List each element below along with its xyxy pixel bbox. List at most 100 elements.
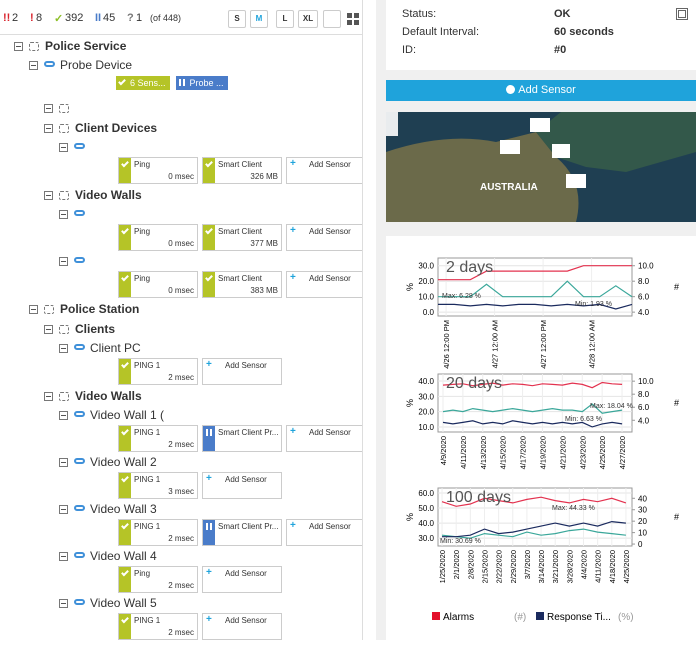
tree-label[interactable]: Police Service [45,39,127,53]
status-icon[interactable]: ? [127,12,134,24]
y2-axis-label: # [674,512,679,522]
expander[interactable] [29,60,38,70]
x-tick-label: 1/25/2020 [438,550,447,583]
sensor[interactable]: PING 1 2 msec [118,519,198,546]
sensor[interactable]: Add Sensor [202,358,282,385]
settings-button[interactable] [323,10,341,28]
sensor-tag[interactable]: 6 Sens... [116,76,170,90]
status-strip [119,567,131,592]
expander[interactable] [44,325,53,334]
size-button[interactable]: S [228,10,246,28]
sensor[interactable]: Smart Client 383 MB [202,271,282,298]
x-tick-label: 3/28/2020 [565,550,574,583]
status-count[interactable]: 1 [136,12,143,24]
sensor[interactable]: Smart Client Pr... [202,519,282,546]
tree-label[interactable]: Video Walls [75,188,142,202]
sensor-value: 2 msec [168,373,194,382]
series-line [441,528,626,539]
sensor[interactable]: Smart Client 326 MB [202,157,282,184]
expander[interactable] [59,256,68,266]
sensor-name: Add Sensor [225,475,267,484]
expander[interactable] [44,191,53,200]
qr-icon[interactable] [676,8,688,20]
expander[interactable] [59,457,68,467]
sensor[interactable]: Ping 0 msec [118,224,198,251]
sensor[interactable]: Ping 0 msec [118,271,198,298]
status-strip [203,520,215,545]
group-icon [59,124,69,133]
expander[interactable] [59,598,68,608]
size-button[interactable]: M [250,10,268,28]
x-tick-label: 4/19/2020 [538,436,547,469]
tree-label[interactable]: Video Walls [75,389,142,403]
tree-label[interactable]: Client Devices [75,121,158,135]
expander[interactable] [59,209,68,219]
sensor[interactable]: Smart Client 377 MB [202,224,282,251]
add-sensor-button[interactable]: Add Sensor [386,80,696,101]
expander[interactable] [59,551,68,561]
sensor[interactable]: Add Sensor [202,566,282,593]
sensor[interactable]: Ping 2 msec [118,566,198,593]
sensor[interactable]: Add Sensor [286,425,362,452]
expander[interactable] [59,410,68,420]
expander[interactable] [44,124,53,133]
status-count[interactable]: 2 [12,12,19,24]
sensor-name: Add Sensor [225,616,267,625]
sensor[interactable]: Ping 0 msec [118,157,198,184]
tree-label[interactable]: Probe Device [60,57,133,72]
tree-label[interactable]: Video Wall 4 [90,548,157,563]
sensor[interactable]: PING 1 2 msec [118,425,198,452]
x-tick-label: 4/11/2020 [459,436,468,469]
map[interactable]: AUSTRALIA [386,112,696,222]
status-icon[interactable]: !! [3,12,11,24]
x-tick-label: 4/26 12:00 PM [442,320,451,369]
status-panel: Status: OK Default Interval: 60 seconds ID: #… [386,0,696,70]
series-line [442,520,626,538]
sensor[interactable]: Add Sensor [286,271,362,298]
sensor[interactable]: Add Sensor [286,519,362,546]
plot-area [437,373,633,433]
sensor[interactable]: Add Sensor [202,472,282,499]
tree-label[interactable]: Police Station [60,302,140,316]
layout-button[interactable] [345,10,361,28]
sensor-value: 383 MB [250,286,278,295]
sensor[interactable]: Smart Client Pr... [202,425,282,452]
expander[interactable] [59,142,68,152]
tree-label[interactable]: Video Wall 2 [90,454,157,469]
tree-label[interactable]: Video Wall 5 [90,595,157,610]
status-icon[interactable]: ✓ [54,13,64,25]
sensor[interactable]: Add Sensor [286,157,362,184]
status-count[interactable]: 8 [36,12,43,24]
status-count[interactable]: 392 [65,12,84,24]
size-button[interactable]: L [276,10,294,28]
status-icon[interactable]: II [95,12,102,24]
status-count[interactable]: 45 [103,12,116,24]
tree-label[interactable]: Client PC [90,340,141,355]
tree-label[interactable]: Clients [75,322,116,336]
expander[interactable] [44,104,53,113]
sensor-value: 0 msec [168,286,194,295]
status-icon[interactable]: ! [30,12,34,24]
sensor[interactable]: PING 1 2 msec [118,613,198,640]
sensor[interactable]: PING 1 2 msec [118,358,198,385]
expander[interactable] [14,42,23,51]
size-button[interactable]: XL [298,10,318,28]
sensor[interactable]: PING 1 3 msec [118,472,198,499]
y-tick-label: 60.0 [418,489,434,498]
annotation: Max: 6.28 % [442,293,481,300]
sensor-tag[interactable]: Probe ... [175,76,228,90]
status-icon [205,273,213,282]
status-icon [121,615,129,624]
sensor[interactable]: Add Sensor [286,224,362,251]
sensor-value: 2 msec [168,534,194,543]
y2-tick-label: 10 [638,529,647,538]
expander[interactable] [29,305,38,314]
tree-label[interactable]: Video Wall 1 ( [90,407,165,422]
expander[interactable] [44,392,53,401]
expander[interactable] [59,504,68,514]
sensor[interactable]: Add Sensor [202,613,282,640]
tree-label[interactable]: Video Wall 3 [90,501,157,516]
y2-tick-label: 40 [638,494,647,503]
expander[interactable] [59,343,68,353]
